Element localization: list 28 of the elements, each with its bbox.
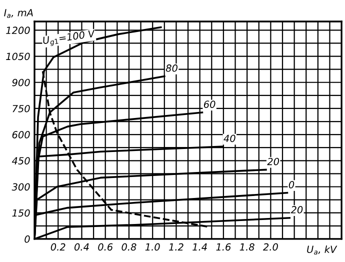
y-tick-label: 750 bbox=[12, 104, 30, 112]
series-label: 20 bbox=[290, 206, 303, 214]
y-tick-label: 1050 bbox=[6, 52, 30, 60]
x-tick-label: 1.8 bbox=[240, 243, 254, 251]
x-tick-label: 1.2 bbox=[168, 243, 184, 250]
x-tick-label: 1.0 bbox=[145, 243, 160, 251]
x-tick-label: 0.6 bbox=[98, 243, 113, 251]
y-axis-title: I$_{a}$, mA bbox=[4, 9, 33, 18]
y-tick-label: 600 bbox=[12, 131, 30, 138]
series-label: 40 bbox=[224, 134, 236, 142]
y-tick-label: 150 bbox=[12, 209, 30, 217]
y-tick-label: 450 bbox=[12, 157, 30, 164]
series-label: 60 bbox=[204, 100, 216, 108]
x-tick-label: 0.4 bbox=[74, 243, 89, 251]
series-label: 0 bbox=[288, 180, 294, 188]
series-label: 80 bbox=[166, 64, 178, 72]
x-tick-label: 0.8 bbox=[122, 243, 136, 251]
x-axis-title: U$_{a}$, kV bbox=[307, 245, 338, 255]
x-tick-label: 2.0 bbox=[263, 243, 278, 251]
x-tick-label: 1.6 bbox=[216, 243, 231, 251]
x-tick-label: 1.4 bbox=[192, 243, 207, 250]
y-tick-label: 900 bbox=[12, 78, 30, 86]
y-tick-label: 0 bbox=[24, 235, 30, 243]
y-tick-label: 1200 bbox=[6, 26, 30, 34]
y-tick-label: 300 bbox=[12, 183, 30, 191]
text: U$_{g1}$=100 V bbox=[42, 30, 96, 47]
series-label: 20 bbox=[267, 158, 280, 166]
x-tick-label: 0.2 bbox=[50, 243, 66, 251]
